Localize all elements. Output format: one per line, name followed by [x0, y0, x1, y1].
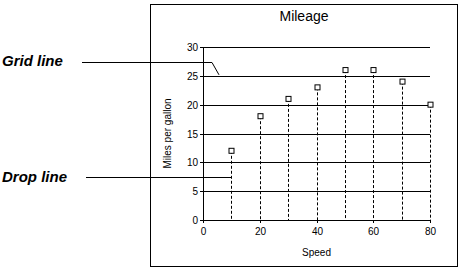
x-tick-label: 20: [255, 226, 267, 237]
chart-frame: [151, 5, 458, 267]
drop-line: [288, 99, 289, 220]
plot-marks: [229, 68, 433, 220]
grid-line: [203, 134, 430, 135]
y-tick-label: 5: [192, 186, 198, 197]
annotation: Drop line: [2, 168, 67, 185]
y-tick-label: 25: [187, 71, 199, 82]
grid-line: [203, 76, 430, 77]
annotation-leader: [82, 63, 219, 75]
x-tick-label: 60: [368, 226, 380, 237]
y-tick: [200, 47, 203, 48]
y-tick-label: 0: [192, 215, 198, 226]
point: [315, 85, 320, 90]
title: Mileage: [279, 8, 328, 24]
y-tick-label: 30: [187, 42, 199, 53]
chart-root: Mileage 0 5 10 15 20 25 30 0 20 40 60 80 Speed Miles p…: [0, 0, 460, 271]
y-tick: [200, 162, 203, 163]
grid-line: [203, 47, 430, 48]
y-axis: [203, 47, 204, 220]
annotation: Grid line: [2, 52, 63, 69]
x-tick: [430, 220, 431, 223]
x-tick-label: 80: [425, 226, 437, 237]
x-tick: [260, 220, 261, 223]
point: [343, 68, 348, 73]
point: [229, 148, 234, 153]
point: [400, 79, 405, 84]
drop-line: [373, 70, 374, 220]
drop-line: [345, 70, 346, 220]
x-tick-label: 40: [312, 226, 324, 237]
y-tick: [200, 105, 203, 106]
drop-line: [430, 105, 431, 220]
drop-line: [231, 151, 232, 220]
point: [371, 68, 376, 73]
y-tick-label: 15: [187, 129, 199, 140]
point: [258, 114, 263, 119]
y-tick: [200, 76, 203, 77]
x-tick-label: 0: [201, 226, 207, 237]
y-tick: [200, 191, 203, 192]
grid-line: [203, 162, 430, 163]
drop-line: [402, 82, 403, 220]
grid-line: [203, 191, 430, 192]
grid-line: [203, 220, 430, 221]
point: [286, 96, 291, 101]
y-axis-label: Miles per gallon: [162, 98, 173, 168]
y-tick-label: 20: [187, 100, 199, 111]
grid-line: [203, 105, 430, 106]
x-axis-label: Speed: [302, 247, 331, 258]
y-tick: [200, 220, 203, 221]
annotation-leader: [86, 177, 231, 178]
y-tick: [200, 134, 203, 135]
y-tick-label: 10: [187, 157, 199, 168]
drop-line: [317, 87, 318, 220]
x-tick: [373, 220, 374, 223]
point: [428, 102, 433, 107]
drop-line: [260, 116, 261, 220]
x-tick: [203, 220, 204, 223]
x-axis: [203, 220, 430, 221]
x-tick: [317, 220, 318, 223]
